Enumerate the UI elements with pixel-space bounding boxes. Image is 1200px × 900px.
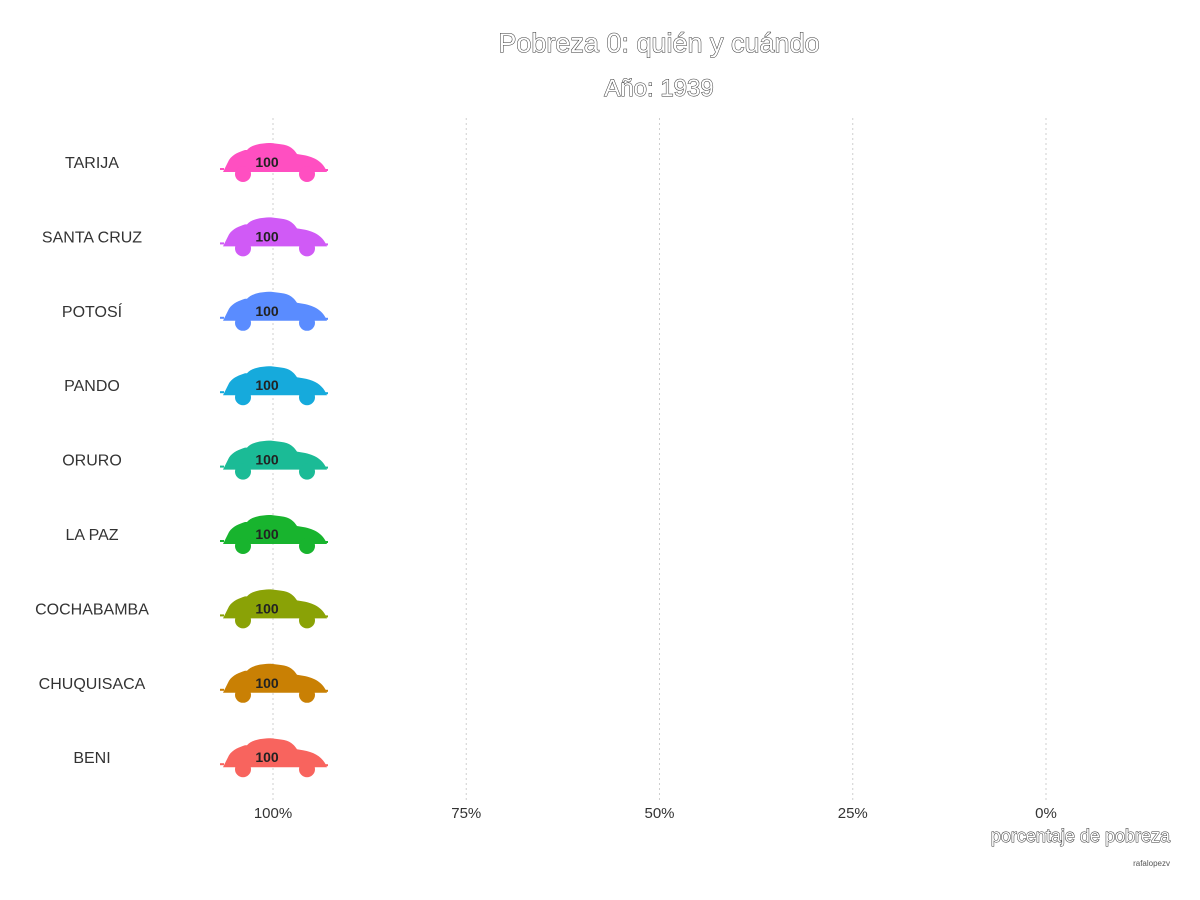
value-label: 100 <box>255 377 279 393</box>
value-label: 100 <box>255 749 279 765</box>
category-label: SANTA CRUZ <box>42 229 142 246</box>
car-bumper <box>220 688 224 691</box>
car-wheel <box>235 463 251 480</box>
category-label: COCHABAMBA <box>35 601 149 618</box>
category-label: ORURO <box>62 453 122 470</box>
car-wheel <box>299 240 315 257</box>
car-wheel <box>299 761 315 778</box>
car-icon: 100 <box>220 291 328 331</box>
car-wheel <box>299 166 315 182</box>
category-label: CHUQUISACA <box>39 676 146 693</box>
car-bumper <box>220 763 224 766</box>
car-bumper <box>325 392 328 395</box>
car-bumper <box>325 466 328 469</box>
car-body <box>223 440 327 470</box>
grid-lines <box>272 118 1047 800</box>
car-bumper <box>220 540 224 542</box>
car-body <box>223 663 327 693</box>
car-wheel <box>235 389 251 406</box>
car-bumper <box>325 541 328 543</box>
value-label: 100 <box>255 154 279 170</box>
car-wheel <box>235 166 251 182</box>
car-body <box>223 589 327 619</box>
value-label: 100 <box>255 303 279 319</box>
car-icon: 100 <box>220 738 328 778</box>
car-wheel <box>235 538 251 554</box>
car-bumper <box>220 465 224 468</box>
chart-subtitle: Año: 1939 <box>604 75 713 102</box>
category-label: PANDO <box>64 378 120 395</box>
chart-title: Pobreza 0: quién y cuándo <box>498 28 819 58</box>
car-body <box>223 291 327 321</box>
category-label: POTOSÍ <box>62 302 123 321</box>
car-wheel <box>235 612 251 629</box>
x-tick-label: 100% <box>254 805 292 822</box>
car-bumper <box>220 168 224 170</box>
car-wheel <box>299 538 315 554</box>
data-markers: 100 100 100 100 100 100 100 100 100 <box>220 143 328 778</box>
car-bumper <box>325 764 328 767</box>
value-label: 100 <box>255 526 279 542</box>
car-icon: 100 <box>220 143 328 182</box>
x-tick-label: 50% <box>644 805 674 822</box>
car-wheel <box>235 686 251 703</box>
car-wheel <box>235 761 251 778</box>
category-labels: TARIJA SANTA CRUZ POTOSÍ PANDO ORURO LA PAZ CO… <box>35 155 149 767</box>
car-body <box>223 738 327 768</box>
car-bumper <box>325 689 328 692</box>
value-label: 100 <box>255 600 279 616</box>
x-tick-label: 25% <box>838 805 868 822</box>
car-wheel <box>299 686 315 703</box>
car-bumper <box>220 242 224 245</box>
car-body <box>223 217 327 247</box>
car-bumper <box>220 391 224 394</box>
category-label: TARIJA <box>65 155 119 172</box>
car-bumper <box>325 615 328 618</box>
car-wheel <box>299 314 315 331</box>
car-bumper <box>325 169 328 171</box>
value-label: 100 <box>255 228 279 244</box>
category-label: LA PAZ <box>65 527 118 544</box>
car-body <box>223 515 327 544</box>
car-icon: 100 <box>220 440 328 480</box>
car-body <box>223 366 327 396</box>
car-body <box>223 143 327 172</box>
car-bumper <box>325 317 328 320</box>
value-label: 100 <box>255 452 279 468</box>
car-wheel <box>235 240 251 257</box>
x-tick-label: 75% <box>451 805 481 822</box>
car-bumper <box>220 614 224 617</box>
car-bumper <box>220 316 224 319</box>
car-icon: 100 <box>220 515 328 554</box>
car-wheel <box>299 463 315 480</box>
car-icon: 100 <box>220 366 328 406</box>
car-icon: 100 <box>220 217 328 257</box>
car-icon: 100 <box>220 589 328 629</box>
car-icon: 100 <box>220 663 328 703</box>
x-axis-ticks: 100% 75% 50% 25% 0% <box>254 805 1057 822</box>
x-tick-label: 0% <box>1035 805 1057 822</box>
caption: rafalopezv <box>1133 859 1170 868</box>
car-bumper <box>325 243 328 246</box>
car-wheel <box>235 314 251 331</box>
category-label: BENI <box>73 750 110 767</box>
car-wheel <box>299 389 315 406</box>
value-label: 100 <box>255 675 279 691</box>
x-axis-label: porcentaje de pobreza <box>991 826 1171 846</box>
car-wheel <box>299 612 315 629</box>
